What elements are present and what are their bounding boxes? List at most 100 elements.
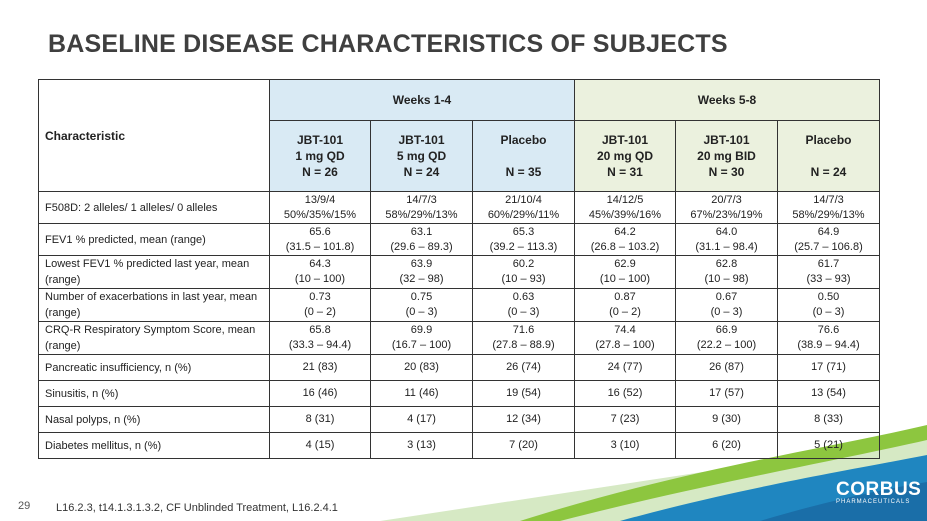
table-cell: 0.73 (0 – 2) <box>269 288 371 322</box>
arm-header-line1: JBT-101 <box>296 133 344 147</box>
cell-detail: (27.8 – 100) <box>595 339 655 351</box>
table-row: Nasal polyps, n (%) 8 (31) 4 (17) 12 (34) 7 … <box>38 406 880 433</box>
arm-header-line2 <box>473 148 574 164</box>
table-cell: 71.6 (27.8 – 88.9) <box>472 321 575 355</box>
cell-value: 7 (23) <box>610 413 640 425</box>
page-number: 29 <box>18 500 31 512</box>
source-footnote: L16.2.3, t14.1.3.1.3.2, CF Unblinded Tre… <box>56 502 338 514</box>
cell-value: 3 (10) <box>610 439 640 451</box>
cell-value: 12 (34) <box>506 413 541 425</box>
arm-header-line2: 1 mg QD <box>295 149 345 163</box>
table-cell: 13 (54) <box>777 380 880 407</box>
cell-detail: (39.2 – 113.3) <box>489 240 558 253</box>
slide-title: BASELINE DISEASE CHARACTERISTICS OF SUBJ… <box>48 30 728 58</box>
table-cell: 65.8 (33.3 – 94.4) <box>269 321 371 355</box>
logo-subtitle: PHARMACEUTICALS <box>836 499 911 505</box>
cell-value: 5 (21) <box>814 439 843 451</box>
table-cell: 64.0 (31.1 – 98.4) <box>675 223 778 256</box>
table-cell: 64.3 (10 – 100) <box>269 255 371 289</box>
baseline-characteristics-table: Characteristic Weeks 1-4 Weeks 5-8 JBT-1… <box>38 79 880 459</box>
characteristic-header: Characteristic <box>38 79 270 192</box>
cell-detail: (31.1 – 98.4) <box>695 240 758 253</box>
company-logo: CORBUS PHARMACEUTICALS <box>836 479 921 505</box>
row-label: Number of exacerbations in last year, me… <box>38 288 270 322</box>
table-cell: 19 (54) <box>472 380 575 407</box>
cell-value: 62.9 <box>614 258 636 270</box>
cell-detail: (22.2 – 100) <box>696 339 757 351</box>
table-cell: 63.9 (32 – 98) <box>370 255 473 289</box>
cell-value: 64.3 <box>309 258 331 270</box>
cell-value: 9 (30) <box>712 413 741 425</box>
arm-header-row: JBT-101 1 mg QD N = 26 JBT-101 5 mg QD N = 24… <box>39 120 880 192</box>
cell-value: 65.6 <box>309 225 331 238</box>
table-cell: 74.4 (27.8 – 100) <box>574 321 676 355</box>
table-row: Diabetes mellitus, n (%) 4 (15) 3 (13) 7 (2… <box>38 432 880 459</box>
cell-value: 65.8 <box>309 324 331 336</box>
table-row: Lowest FEV1 % predicted last year, mean … <box>38 255 880 289</box>
cell-detail: (16.7 – 100) <box>391 339 452 351</box>
cell-value: 0.50 <box>817 291 840 303</box>
arm-header-5: JBT-101 20 mg BID N = 30 <box>675 120 778 192</box>
arm-header-6: Placebo N = 24 <box>777 120 880 192</box>
table-cell: 7 (20) <box>472 432 575 459</box>
table-cell: 4 (15) <box>269 432 371 459</box>
cell-value: 17 (57) <box>709 387 744 399</box>
cell-value: 21 (83) <box>302 361 338 373</box>
cell-value: 17 (71) <box>811 361 846 373</box>
cell-detail: (0 – 2) <box>304 306 336 318</box>
cell-value: 26 (87) <box>709 361 744 373</box>
table-cell: 64.9 (25.7 – 106.8) <box>777 223 880 256</box>
cell-value: 4 (17) <box>407 413 436 425</box>
cell-value: 20 (83) <box>404 361 439 373</box>
cell-detail: (38.9 – 94.4) <box>797 339 860 351</box>
cell-detail: (10 – 93) <box>501 273 546 285</box>
cell-value: 3 (13) <box>407 439 436 451</box>
cell-detail: (32 – 98) <box>399 273 444 285</box>
table-cell: 0.67 (0 – 3) <box>675 288 778 322</box>
table-cell: 20/7/3 67%/23%/19% <box>675 191 778 224</box>
arm-header-4: JBT-101 20 mg QD N = 31 <box>574 120 676 192</box>
arm-header-line3: N = 30 <box>708 165 745 179</box>
cell-detail: (0 – 3) <box>812 306 845 318</box>
table-cell: 17 (71) <box>777 354 880 381</box>
row-label: Sinusitis, n (%) <box>38 380 270 407</box>
cell-value: 63.1 <box>410 225 433 238</box>
table-cell: 65.6 (31.5 – 101.8) <box>269 223 371 256</box>
cell-detail: 60%/29%/11% <box>487 208 560 221</box>
cell-value: 24 (77) <box>607 361 643 373</box>
cell-value: 26 (74) <box>506 361 541 373</box>
table-cell: 17 (57) <box>675 380 778 407</box>
table-cell: 6 (20) <box>675 432 778 459</box>
cell-value: 61.7 <box>817 258 840 270</box>
row-label: Lowest FEV1 % predicted last year, mean … <box>38 255 270 289</box>
group-header-weeks-5-8: Weeks 5-8 <box>574 79 880 121</box>
table-cell: 8 (33) <box>777 406 880 433</box>
arm-header-line2: 20 mg QD <box>596 149 653 163</box>
cell-value: 63.9 <box>410 258 433 270</box>
cell-detail: (29.6 – 89.3) <box>390 240 453 253</box>
cell-value: 0.87 <box>614 291 636 303</box>
cell-value: 13 (54) <box>811 387 846 399</box>
cell-value: 64.2 <box>614 225 636 238</box>
table-cell: 0.50 (0 – 3) <box>777 288 880 322</box>
table-cell: 69.9 (16.7 – 100) <box>370 321 473 355</box>
arm-header-line1: JBT-101 <box>398 133 445 147</box>
table-row: Pancreatic insufficiency, n (%) 21 (83) 20… <box>38 354 880 381</box>
cell-detail: (26.8 – 103.2) <box>590 240 660 253</box>
group-header-row: Characteristic Weeks 1-4 Weeks 5-8 <box>38 79 880 192</box>
arm-header-line3: N = 24 <box>403 165 440 179</box>
cell-detail: (31.5 – 101.8) <box>285 240 355 253</box>
arm-header-line2 <box>778 148 879 164</box>
table-row: Sinusitis, n (%) 16 (46) 11 (46) 19 (54) 16 … <box>38 380 880 407</box>
cell-value: 16 (52) <box>607 387 643 399</box>
table-cell: 65.3 (39.2 – 113.3) <box>472 223 575 256</box>
cell-detail: (33.3 – 94.4) <box>288 339 352 351</box>
row-label: Nasal polyps, n (%) <box>38 406 270 433</box>
cell-detail: (0 – 2) <box>609 306 641 318</box>
table-cell: 26 (87) <box>675 354 778 381</box>
cell-value: 8 (33) <box>814 413 843 425</box>
cell-value: 8 (31) <box>305 413 335 425</box>
table-cell: 3 (13) <box>370 432 473 459</box>
cell-value: 14/12/5 <box>606 193 644 206</box>
table-cell: 11 (46) <box>370 380 473 407</box>
